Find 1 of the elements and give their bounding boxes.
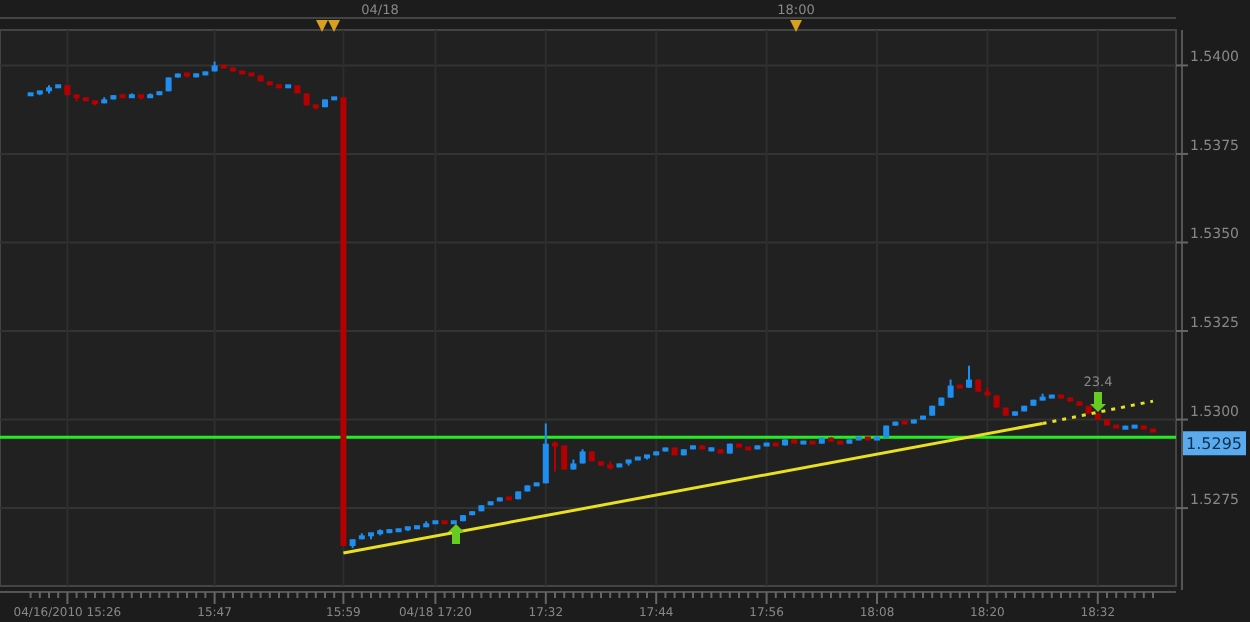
ref-line-label: 1.5295 [1186, 435, 1242, 454]
